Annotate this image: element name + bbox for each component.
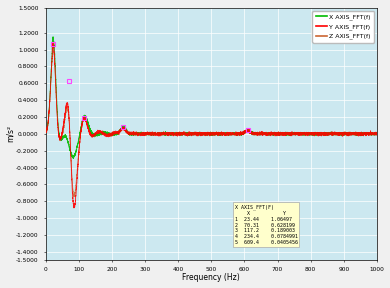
X-axis label: Frequency (Hz): Frequency (Hz) [183, 273, 240, 283]
Text: X AXIS_FFT(F)
    X           Y
1  23.44    1.06497
2  70.31    0.628199
3  117.: X AXIS_FFT(F) X Y 1 23.44 1.06497 2 70.3… [234, 204, 298, 245]
Y-axis label: m/s²: m/s² [5, 125, 14, 142]
Legend: X AXIS_FFT(f), Y AXIS_FFT(f), Z AXIS_FFT(f): X AXIS_FFT(f), Y AXIS_FFT(f), Z AXIS_FFT… [312, 11, 374, 43]
